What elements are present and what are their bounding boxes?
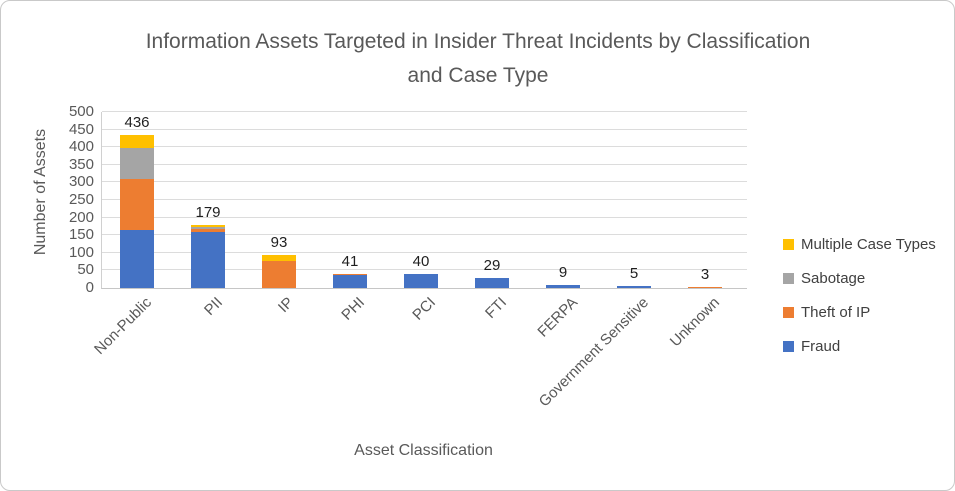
y-tick-label: 50 <box>77 261 94 279</box>
y-tick-label: 150 <box>68 226 94 244</box>
gridline <box>102 199 747 200</box>
legend-item-multiple-case-types: Multiple Case Types <box>783 227 936 261</box>
bar-total-label: 29 <box>483 256 501 274</box>
bar-pci: 40 <box>404 253 438 288</box>
y-tick-label: 450 <box>68 120 94 138</box>
gridline <box>102 128 747 130</box>
bar-segment-sabotage <box>120 147 154 179</box>
x-tick-label: IP <box>274 294 298 317</box>
gridline <box>102 234 747 236</box>
bar-segment-multiple-case-types <box>333 273 367 275</box>
gridline <box>102 216 747 218</box>
x-tick-label: FTI <box>482 294 511 322</box>
x-tick-label: PHI <box>338 294 369 324</box>
bar-segment-theft-of-ip <box>688 286 722 288</box>
legend-swatch <box>783 306 794 318</box>
bar-segment-fraud <box>475 277 509 288</box>
bar-segment-theft-of-ip <box>120 178 154 230</box>
x-tick-label: PCI <box>409 294 440 324</box>
x-tick-label: FERPA <box>534 294 582 341</box>
legend: Multiple Case Types Sabotage Theft of IP Fr… <box>783 227 936 363</box>
bar-segment-multiple-case-types <box>262 255 296 261</box>
bar-segment-fraud <box>546 284 580 288</box>
y-tick-label: 100 <box>68 243 94 261</box>
bar-pii: 179 <box>191 204 225 288</box>
bar-fti: 29 <box>475 257 509 288</box>
legend-item-fraud: Fraud <box>783 329 936 363</box>
legend-swatch <box>783 272 794 284</box>
bar-segment-multiple-case-types <box>120 134 154 148</box>
y-tick-label: 350 <box>68 155 94 173</box>
bar-ferpa: 9 <box>546 264 580 288</box>
bar-segment-fraud <box>120 229 154 288</box>
bar-unknown: 3 <box>688 266 722 288</box>
y-tick-label: 200 <box>68 208 94 226</box>
legend-label: Theft of IP <box>801 303 871 321</box>
y-tick-label: 250 <box>68 191 94 208</box>
y-tick-label: 500 <box>68 103 94 120</box>
chart-title: Information Assets Targeted in Insider T… <box>145 30 811 87</box>
bar-total-label: 40 <box>412 252 430 270</box>
bar-segment-sabotage <box>191 227 225 230</box>
bar-total-label: 436 <box>124 113 150 131</box>
gridline <box>102 269 747 271</box>
legend-item-sabotage: Sabotage <box>783 261 936 295</box>
gridline <box>102 146 747 148</box>
x-tick-label: Non-Public <box>91 294 156 358</box>
bar-segment-fraud <box>333 275 367 288</box>
legend-swatch <box>783 238 794 250</box>
legend-label: Fraud <box>801 337 841 355</box>
gridline <box>102 111 747 112</box>
bar-segment-fraud <box>191 232 225 288</box>
bar-non-public: 436 <box>120 114 154 288</box>
bar-segment-theft-of-ip <box>191 229 225 233</box>
x-tick-label: PII <box>201 294 227 319</box>
legend-item-theft-of-ip: Theft of IP <box>783 295 936 329</box>
bar-total-label: 9 <box>558 263 568 281</box>
x-axis-title: Asset Classification <box>354 442 493 459</box>
bar-segment-theft-of-ip <box>262 260 296 288</box>
legend-swatch <box>783 340 794 352</box>
plot-area: 436 179 93 41 40 29 9 5 3 <box>101 111 747 289</box>
gridline <box>102 163 747 165</box>
bar-total-label: 5 <box>629 265 639 283</box>
gridline <box>102 181 747 183</box>
bar-ip: 93 <box>262 234 296 288</box>
bar-government-sensitive: 5 <box>617 265 651 288</box>
legend-label: Sabotage <box>801 269 866 287</box>
bar-total-label: 179 <box>195 204 221 221</box>
bar-total-label: 3 <box>700 265 710 283</box>
y-tick-label: 0 <box>85 279 94 296</box>
y-tick-label: 300 <box>68 173 94 191</box>
bar-phi: 41 <box>333 253 367 288</box>
bar-segment-fraud <box>617 286 651 288</box>
bar-segment-theft-of-ip <box>333 274 367 276</box>
bar-segment-fraud <box>404 273 438 288</box>
y-tick-label: 400 <box>68 138 94 156</box>
legend-label: Multiple Case Types <box>801 235 936 253</box>
bar-total-label: 41 <box>341 252 359 270</box>
gridline <box>102 251 747 253</box>
bar-total-label: 93 <box>270 234 288 252</box>
bar-segment-multiple-case-types <box>191 225 225 228</box>
x-tick-label: Unknown <box>666 294 724 351</box>
